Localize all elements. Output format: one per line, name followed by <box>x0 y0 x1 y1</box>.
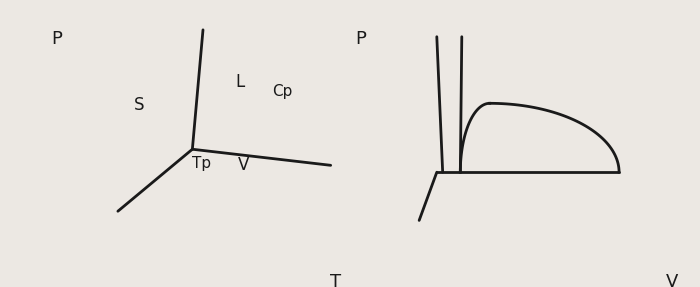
Text: V: V <box>666 273 678 287</box>
Text: Tp: Tp <box>193 156 211 170</box>
Text: V: V <box>237 156 249 174</box>
Text: S: S <box>134 96 144 114</box>
Text: P: P <box>355 30 366 48</box>
Text: Cp: Cp <box>272 84 293 99</box>
Text: P: P <box>51 30 62 48</box>
Text: T: T <box>330 273 342 287</box>
Text: L: L <box>235 73 244 91</box>
